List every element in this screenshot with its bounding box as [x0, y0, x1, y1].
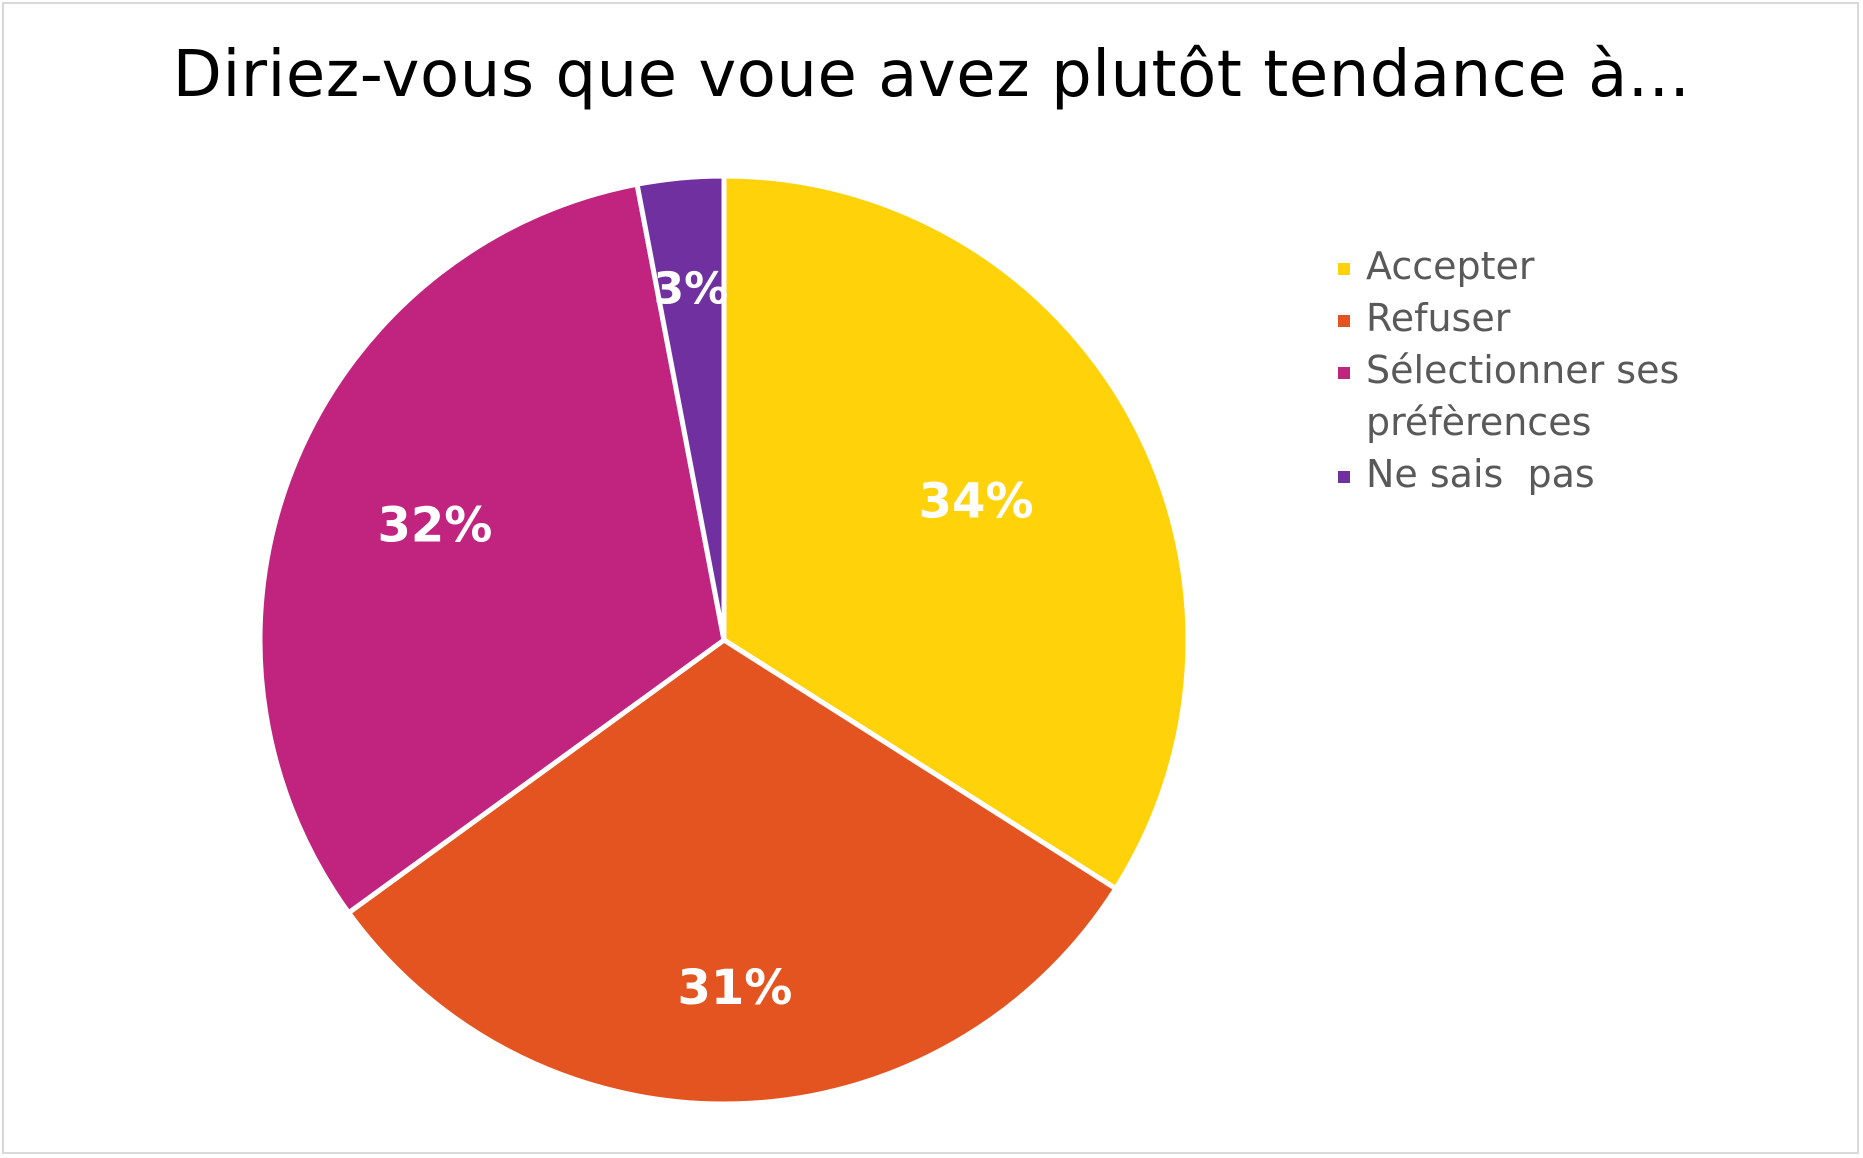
legend-item-refuser: Refuser [1338, 292, 1738, 344]
legend-item-selectionner: Sélectionner ses préfèrences [1338, 344, 1738, 448]
legend-swatch-accepter [1338, 263, 1350, 275]
data-label-selectionner: 32% [378, 498, 493, 554]
legend-item-accepter: Accepter [1338, 240, 1738, 292]
pie-slice-refuser [346, 637, 1119, 1107]
chart-title: Diriez-vous que voue avez plutôt tendanc… [172, 38, 1691, 112]
legend-label-refuser: Refuser [1366, 296, 1511, 340]
data-label-accepter: 34% [919, 473, 1034, 529]
pie-slice-ne-sais-pas [634, 173, 727, 643]
pie-slice-accepter [721, 173, 1191, 892]
chart-legend: Accepter Refuser Sélectionner ses préfèr… [1338, 240, 1738, 500]
legend-swatch-refuser [1338, 315, 1350, 327]
legend-swatch-ne-sais-pas [1338, 471, 1350, 483]
legend-item-ne-sais-pas: Ne sais pas [1338, 448, 1738, 500]
data-label-refuser: 31% [677, 960, 792, 1016]
pie-data-labels: 34% 31% 32% 3% [378, 263, 1034, 1015]
legend-label-accepter: Accepter [1366, 244, 1535, 288]
pie-slice-selectionner [257, 181, 727, 916]
legend-label-ne-sais-pas: Ne sais pas [1366, 452, 1595, 496]
pie-slices [257, 173, 1191, 1107]
data-label-ne-sais-pas: 3% [653, 263, 728, 314]
legend-swatch-selectionner [1338, 367, 1350, 379]
legend-label-selectionner: Sélectionner ses préfèrences [1366, 348, 1692, 444]
